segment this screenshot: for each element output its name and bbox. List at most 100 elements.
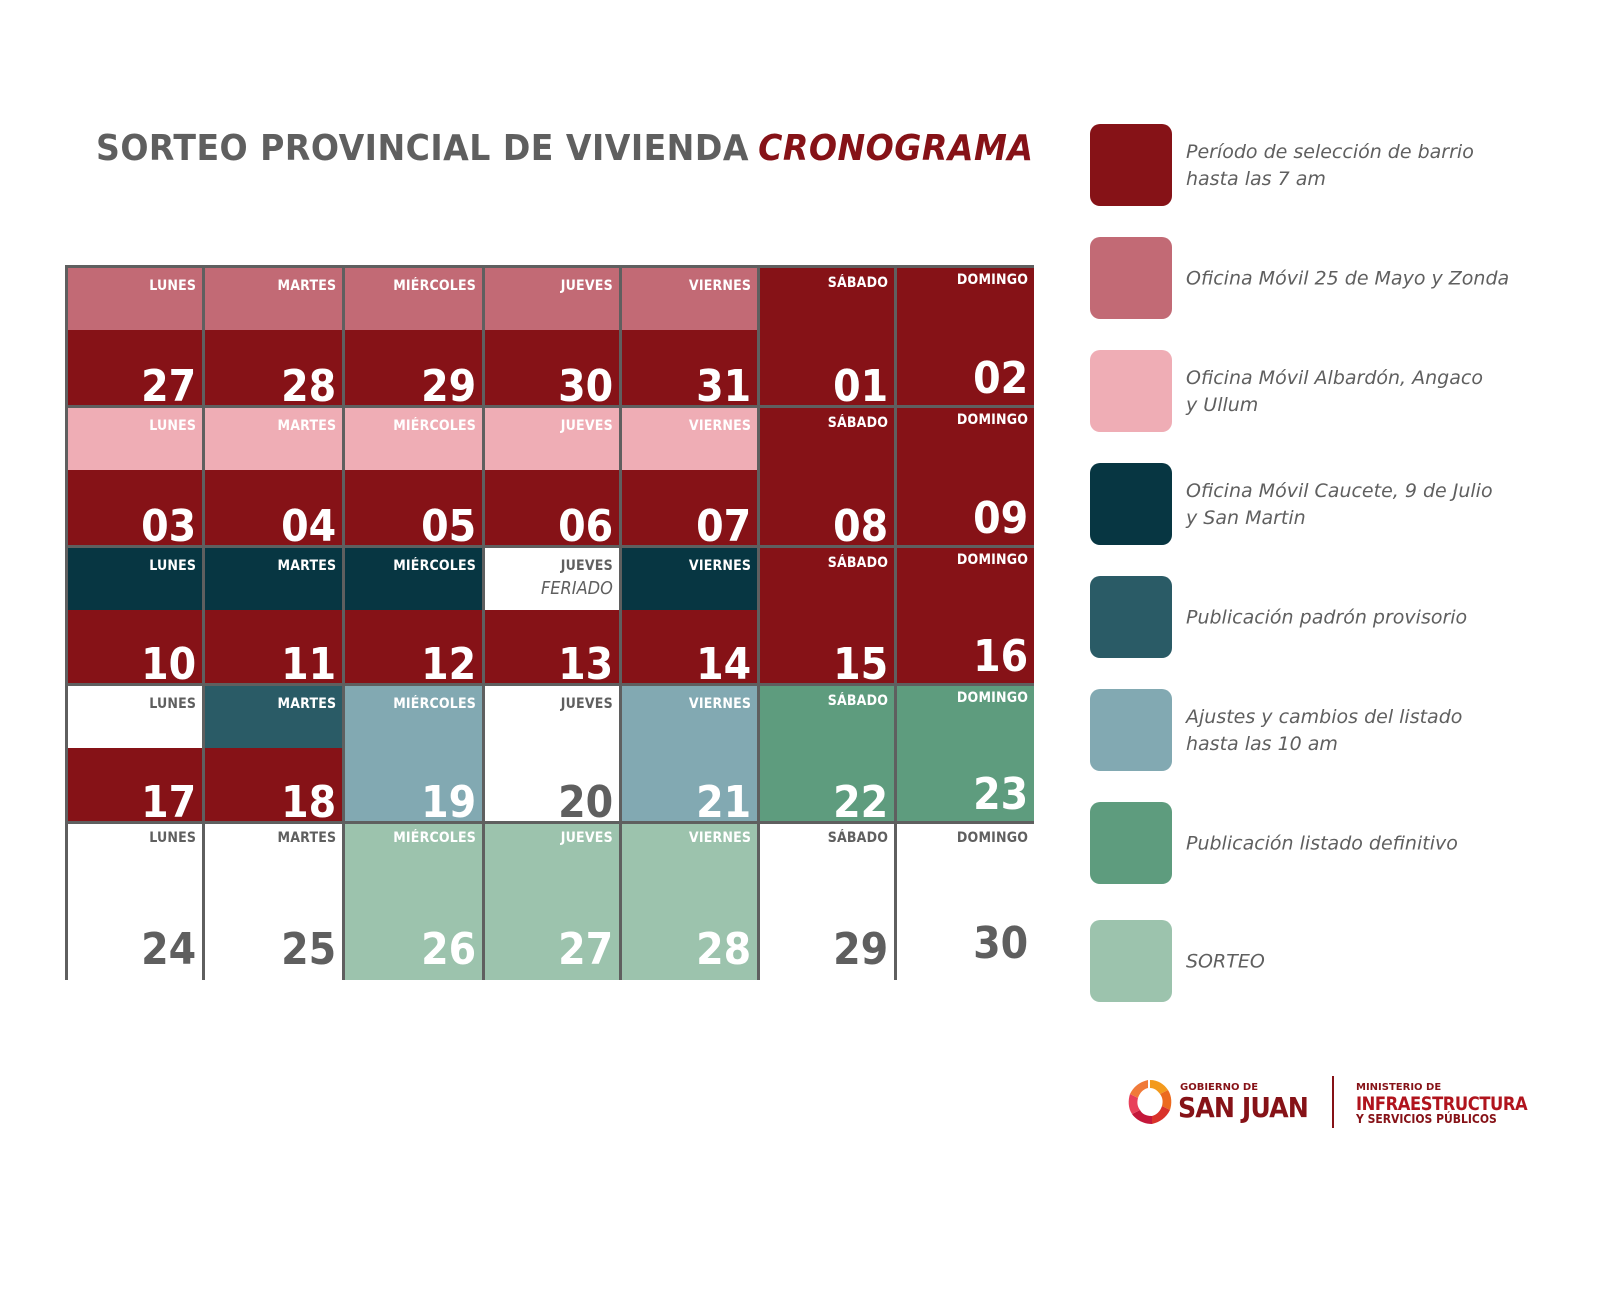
calendar-day: MARTES 11 xyxy=(205,548,342,683)
weekday-label: MIÉRCOLES xyxy=(393,418,476,434)
day-number: 14 xyxy=(695,639,751,684)
calendar-grid: LUNES 27 MARTES 28 MIÉRCOLES 29 JUEVES 30 VIERNE… xyxy=(65,265,1034,980)
weekday-label: VIERNES xyxy=(688,278,751,294)
legend-swatch xyxy=(1090,463,1172,545)
day-bottom-band xyxy=(485,824,619,980)
day-number: 09 xyxy=(972,493,1028,544)
day-bottom-band xyxy=(345,610,482,683)
day-bottom-band xyxy=(760,686,894,821)
day-bottom-band xyxy=(760,268,894,405)
logo-divider xyxy=(1332,1076,1334,1128)
day-bottom-band xyxy=(345,470,482,545)
weekday-label: DOMINGO xyxy=(956,830,1028,846)
weekday-label: SÁBADO xyxy=(827,275,888,291)
calendar-day: SÁBADO 08 xyxy=(760,408,894,545)
day-top-band xyxy=(485,408,619,470)
day-bottom-band xyxy=(345,686,482,821)
day-number: 25 xyxy=(280,924,336,975)
day-number: 21 xyxy=(695,777,751,822)
calendar-day: MARTES 28 xyxy=(205,268,342,405)
day-number: 27 xyxy=(140,361,196,406)
day-bottom-band xyxy=(485,470,619,545)
day-bottom-band xyxy=(205,748,342,821)
weekday-label: SÁBADO xyxy=(827,693,888,709)
day-number: 30 xyxy=(972,918,1028,969)
calendar-day: LUNES 10 xyxy=(68,548,202,683)
day-bottom-band xyxy=(897,268,1034,405)
weekday-label: DOMINGO xyxy=(956,552,1028,568)
calendar-day: MIÉRCOLES 29 xyxy=(345,268,482,405)
day-bottom-band xyxy=(345,330,482,405)
weekday-label: MARTES xyxy=(277,278,336,294)
calendar-day: VIERNES 28 xyxy=(622,824,757,980)
day-top-band xyxy=(622,548,757,610)
calendar-day: VIERNES 14 xyxy=(622,548,757,683)
legend-item: Oficina Móvil Caucete, 9 de Julio y San … xyxy=(1090,463,1590,547)
weekday-label: MARTES xyxy=(277,696,336,712)
day-number: 22 xyxy=(832,777,888,822)
calendar-day: MARTES 25 xyxy=(205,824,342,980)
day-top-band xyxy=(622,408,757,470)
legend-label: SORTEO xyxy=(1186,950,1265,973)
day-bottom-band xyxy=(205,610,342,683)
weekday-label: JUEVES xyxy=(560,830,613,846)
legend-swatch xyxy=(1090,920,1172,1002)
weekday-label: JUEVES xyxy=(560,558,613,574)
day-number: 08 xyxy=(832,501,888,546)
weekday-label: DOMINGO xyxy=(956,412,1028,428)
infraestructura-label: INFRAESTRUCTURA xyxy=(1356,1093,1528,1115)
day-number: 29 xyxy=(832,924,888,975)
weekday-label: SÁBADO xyxy=(827,415,888,431)
day-bottom-band xyxy=(205,470,342,545)
weekday-label: JUEVES xyxy=(560,696,613,712)
day-number: 29 xyxy=(420,361,476,406)
day-bottom-band xyxy=(485,330,619,405)
day-top-band xyxy=(68,548,202,610)
weekday-label: LUNES xyxy=(149,696,196,712)
calendar-day: VIERNES 21 xyxy=(622,686,757,821)
calendar-day: JUEVES 06 xyxy=(485,408,619,545)
day-number: 04 xyxy=(280,501,336,546)
day-number: 12 xyxy=(420,639,476,684)
day-number: 06 xyxy=(557,501,613,546)
calendar-day: MARTES 18 xyxy=(205,686,342,821)
legend-item: Período de selección de barrio hasta las… xyxy=(1090,124,1590,208)
legend-label: Período de selección de barrio hasta las… xyxy=(1186,141,1474,190)
day-top-band xyxy=(485,548,619,610)
day-top-band xyxy=(205,408,342,470)
calendar-day: MIÉRCOLES 19 xyxy=(345,686,482,821)
day-number: 10 xyxy=(140,639,196,684)
day-bottom-band xyxy=(897,686,1034,821)
weekday-label: SÁBADO xyxy=(827,555,888,571)
calendar-day: JUEVES FERIADO 13 xyxy=(485,548,619,683)
calendar-day: DOMINGO 23 xyxy=(897,686,1034,821)
calendar-day: MIÉRCOLES 12 xyxy=(345,548,482,683)
legend-swatch xyxy=(1090,350,1172,432)
calendar-day: SÁBADO 22 xyxy=(760,686,894,821)
weekday-label: MARTES xyxy=(277,830,336,846)
weekday-label: MARTES xyxy=(277,558,336,574)
legend-item: SORTEO xyxy=(1090,920,1590,1004)
calendar-day: SÁBADO 15 xyxy=(760,548,894,683)
calendar-day: MIÉRCOLES 05 xyxy=(345,408,482,545)
day-bottom-band xyxy=(68,824,202,980)
calendar-day: JUEVES 20 xyxy=(485,686,619,821)
calendar-day: LUNES 24 xyxy=(68,824,202,980)
san-juan-sun-logo-icon xyxy=(1128,1080,1172,1124)
day-number: 28 xyxy=(280,361,336,406)
calendar-day: VIERNES 31 xyxy=(622,268,757,405)
legend-label: Publicación padrón provisorio xyxy=(1186,606,1468,629)
day-top-band xyxy=(205,268,342,330)
weekday-label: LUNES xyxy=(149,418,196,434)
legend-item: Publicación listado definitivo xyxy=(1090,802,1590,886)
day-top-band xyxy=(205,686,342,748)
day-number: 30 xyxy=(557,361,613,406)
calendar-day: VIERNES 07 xyxy=(622,408,757,545)
weekday-label: MIÉRCOLES xyxy=(393,830,476,846)
calendar-day: MIÉRCOLES 26 xyxy=(345,824,482,980)
weekday-label: JUEVES xyxy=(560,418,613,434)
day-number: 11 xyxy=(280,639,336,684)
calendar-day: DOMINGO 09 xyxy=(897,408,1034,545)
legend-swatch xyxy=(1090,689,1172,771)
day-bottom-band xyxy=(622,824,757,980)
